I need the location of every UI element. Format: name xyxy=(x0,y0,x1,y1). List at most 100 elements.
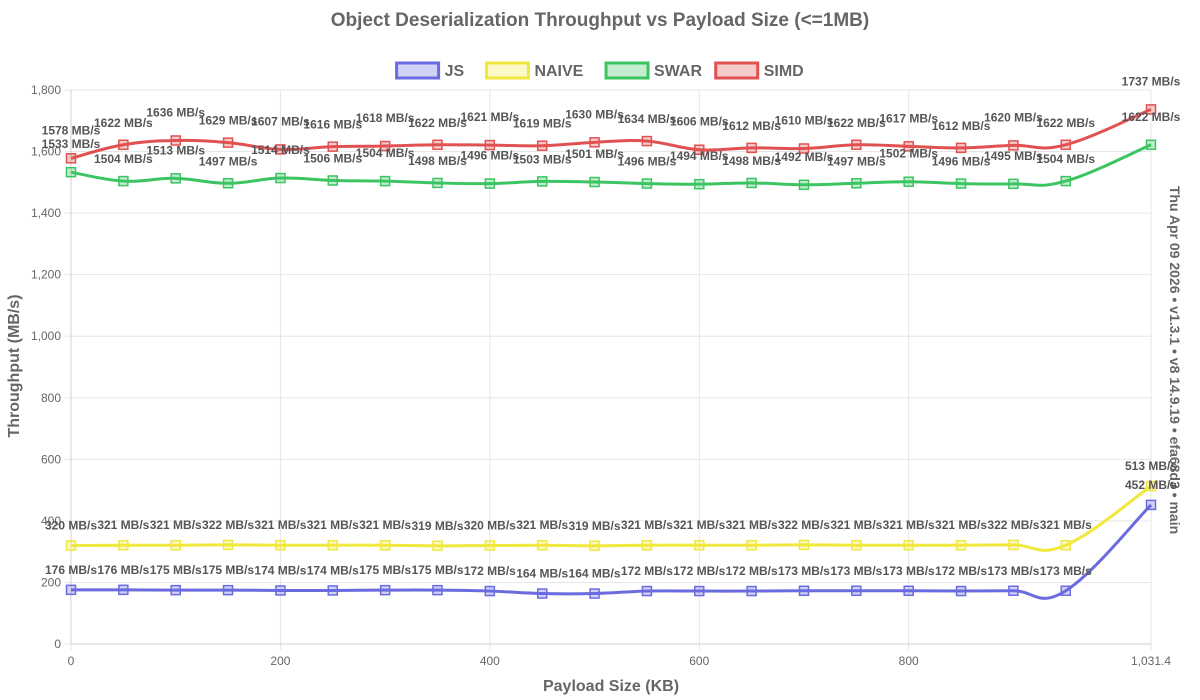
data-label-simd: 1612 MB/s xyxy=(722,119,781,133)
data-point-simd xyxy=(119,140,128,149)
legend-swatch-js xyxy=(397,63,439,78)
data-point-js xyxy=(1061,586,1070,595)
data-label-simd: 1619 MB/s xyxy=(513,117,572,131)
data-point-naive xyxy=(799,540,808,549)
legend-swatch-simd xyxy=(716,63,758,78)
data-label-simd: 1636 MB/s xyxy=(146,105,205,119)
data-label-swar: 1503 MB/s xyxy=(513,152,572,166)
data-point-naive xyxy=(957,541,966,550)
data-point-naive xyxy=(119,541,128,550)
data-label-swar: 1506 MB/s xyxy=(303,151,362,165)
data-label-js: 172 MB/s xyxy=(464,564,516,578)
y-tick-label: 1,200 xyxy=(31,268,61,282)
data-label-naive: 320 MB/s xyxy=(45,519,97,533)
data-label-js: 173 MB/s xyxy=(1040,564,1092,578)
data-label-js: 172 MB/s xyxy=(726,564,778,578)
data-label-js: 176 MB/s xyxy=(45,563,97,577)
data-point-naive xyxy=(904,541,913,550)
data-label-simd: 1610 MB/s xyxy=(775,113,834,127)
data-label-swar: 1501 MB/s xyxy=(565,147,624,161)
data-label-js: 175 MB/s xyxy=(202,563,254,577)
data-label-js: 172 MB/s xyxy=(935,564,987,578)
y-tick-label: 1,800 xyxy=(31,83,61,97)
data-point-swar xyxy=(328,176,337,185)
data-label-js: 173 MB/s xyxy=(883,564,935,578)
data-label-simd: 1630 MB/s xyxy=(565,107,624,121)
data-point-js xyxy=(642,587,651,596)
data-label-js: 174 MB/s xyxy=(307,563,359,577)
data-point-swar xyxy=(1061,177,1070,186)
data-label-js: 173 MB/s xyxy=(778,564,830,578)
data-point-swar xyxy=(590,178,599,187)
data-label-swar: 1504 MB/s xyxy=(1036,152,1095,166)
data-point-swar xyxy=(276,174,285,183)
data-label-swar: 1533 MB/s xyxy=(42,137,101,151)
data-label-naive: 321 MB/s xyxy=(307,518,359,532)
data-point-simd xyxy=(747,143,756,152)
y-tick-label: 600 xyxy=(41,452,61,466)
data-label-naive: 322 MB/s xyxy=(202,518,254,532)
data-label-swar: 1492 MB/s xyxy=(775,150,834,164)
data-label-simd: 1622 MB/s xyxy=(1036,116,1095,130)
data-point-naive xyxy=(747,541,756,550)
data-label-naive: 320 MB/s xyxy=(464,519,516,533)
data-point-js xyxy=(695,587,704,596)
data-point-naive xyxy=(1061,541,1070,550)
data-point-js xyxy=(799,586,808,595)
data-label-naive: 513 MB/s xyxy=(1125,459,1177,473)
x-axis-label: Payload Size (KB) xyxy=(543,678,679,695)
data-point-naive xyxy=(224,540,233,549)
data-label-naive: 321 MB/s xyxy=(830,518,882,532)
data-point-naive xyxy=(852,541,861,550)
y-tick-label: 0 xyxy=(54,637,61,651)
data-label-swar: 1504 MB/s xyxy=(356,146,415,160)
data-label-naive: 321 MB/s xyxy=(621,518,673,532)
data-point-js xyxy=(1147,500,1156,509)
y-tick-label: 200 xyxy=(41,575,61,589)
data-point-naive xyxy=(171,541,180,550)
data-point-js xyxy=(381,586,390,595)
data-label-swar: 1622 MB/s xyxy=(1122,110,1181,124)
data-point-js xyxy=(276,586,285,595)
data-point-naive xyxy=(538,541,547,550)
y-tick-label: 1,400 xyxy=(31,206,61,220)
chart: Object Deserialization Throughput vs Pay… xyxy=(0,0,1200,700)
data-label-simd: 1622 MB/s xyxy=(827,116,886,130)
data-point-swar xyxy=(1009,179,1018,188)
data-label-naive: 319 MB/s xyxy=(411,519,463,533)
data-point-js xyxy=(433,586,442,595)
data-label-js: 452 MB/s xyxy=(1125,478,1177,492)
data-point-swar xyxy=(957,179,966,188)
data-label-simd: 1620 MB/s xyxy=(984,110,1043,124)
data-point-swar xyxy=(695,180,704,189)
data-point-swar xyxy=(904,177,913,186)
x-tick-label: 800 xyxy=(899,654,919,668)
legend-label-simd: SIMD xyxy=(764,63,804,80)
data-label-naive: 321 MB/s xyxy=(1040,518,1092,532)
data-label-swar: 1504 MB/s xyxy=(94,152,153,166)
data-point-js xyxy=(957,587,966,596)
data-label-simd: 1616 MB/s xyxy=(303,118,362,132)
data-label-js: 175 MB/s xyxy=(150,563,202,577)
data-label-simd: 1618 MB/s xyxy=(356,111,415,125)
data-label-naive: 321 MB/s xyxy=(97,518,149,532)
data-label-js: 175 MB/s xyxy=(411,563,463,577)
data-point-naive xyxy=(485,541,494,550)
data-point-swar xyxy=(799,180,808,189)
data-label-swar: 1494 MB/s xyxy=(670,149,729,163)
x-tick-label: 1,031.4 xyxy=(1131,654,1171,668)
data-label-simd: 1578 MB/s xyxy=(42,123,101,137)
data-point-js xyxy=(904,586,913,595)
data-point-naive xyxy=(695,541,704,550)
data-point-simd xyxy=(590,138,599,147)
data-point-js xyxy=(224,586,233,595)
data-point-js xyxy=(328,586,337,595)
data-point-js xyxy=(67,585,76,594)
data-label-simd: 1621 MB/s xyxy=(460,110,519,124)
data-label-js: 173 MB/s xyxy=(987,564,1039,578)
legend-label-js: JS xyxy=(445,63,465,80)
data-point-simd xyxy=(538,141,547,150)
data-label-swar: 1513 MB/s xyxy=(146,143,205,157)
data-point-simd xyxy=(433,140,442,149)
data-label-swar: 1496 MB/s xyxy=(932,155,991,169)
